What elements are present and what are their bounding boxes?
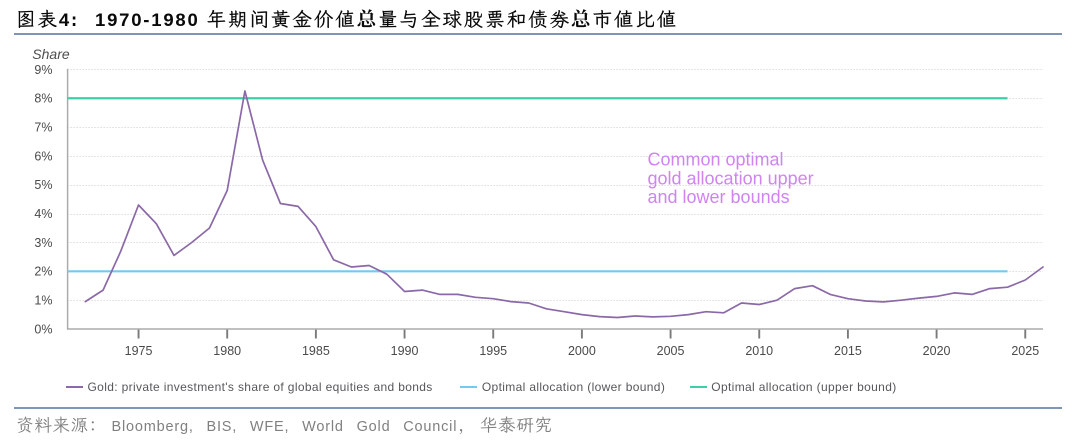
annotation-text: Common optimal xyxy=(648,149,784,169)
source-label: 资料来源： xyxy=(16,413,107,436)
x-tick-label: 2025 xyxy=(1011,344,1039,358)
figure-title: 1970-1980 年期间黄金价值总量与全球股票和债券总市值比值 xyxy=(95,8,679,30)
y-tick-label: 5% xyxy=(34,178,52,192)
y-tick-label: 6% xyxy=(34,149,52,163)
x-tick-label: 2005 xyxy=(657,344,685,358)
y-tick-label: 7% xyxy=(34,120,52,134)
title-rule xyxy=(14,33,1063,36)
source-list: Bloomberg, BIS, WFE, World Gold Council xyxy=(111,418,458,435)
y-axis-title: Share xyxy=(32,46,70,62)
y-tick-label: 1% xyxy=(34,294,52,308)
x-tick-label: 2010 xyxy=(745,344,773,358)
lower-bound-swatch xyxy=(460,385,478,388)
gold-series-swatch xyxy=(65,385,83,388)
x-tick-label: 1980 xyxy=(213,344,241,358)
y-tick-label: 0% xyxy=(34,322,52,336)
x-tick-label: 1985 xyxy=(302,344,330,358)
upper-bound-swatch xyxy=(689,385,707,388)
y-tick-label: 4% xyxy=(34,207,52,221)
legend-item-gold-share: Gold: private investment's share of glob… xyxy=(65,380,433,394)
y-tick-label: 2% xyxy=(34,265,52,279)
x-tick-label: 1995 xyxy=(479,344,507,358)
x-tick-label: 1975 xyxy=(125,344,153,358)
source-note: 资料来源： Bloomberg, BIS, WFE, World Gold Cou… xyxy=(16,413,553,437)
footer-rule xyxy=(14,407,1063,409)
x-tick-label: 2015 xyxy=(834,344,862,358)
legend-label: Gold: private investment's share of glob… xyxy=(87,380,433,394)
x-tick-label: 2020 xyxy=(923,344,951,358)
legend-item-upper-bound: Optimal allocation (upper bound) xyxy=(689,380,897,394)
legend-label: Optimal allocation (upper bound) xyxy=(711,380,897,394)
y-tick-label: 9% xyxy=(34,63,52,77)
y-tick-label: 3% xyxy=(34,236,52,250)
x-tick-label: 2000 xyxy=(568,344,596,358)
y-tick-label: 8% xyxy=(34,92,52,106)
publisher: 华泰研究 xyxy=(479,413,553,436)
source-separator: ， xyxy=(458,413,477,436)
gold-share-series xyxy=(84,90,1044,319)
figure-number-label: 图表4: xyxy=(16,8,79,30)
annotation-text: gold allocation upper xyxy=(648,168,814,188)
legend-label: Optimal allocation (lower bound) xyxy=(481,380,666,394)
annotation-text: and lower bounds xyxy=(648,187,790,207)
legend-item-lower-bound: Optimal allocation (lower bound) xyxy=(460,380,666,394)
x-tick-label: 1990 xyxy=(391,344,419,358)
